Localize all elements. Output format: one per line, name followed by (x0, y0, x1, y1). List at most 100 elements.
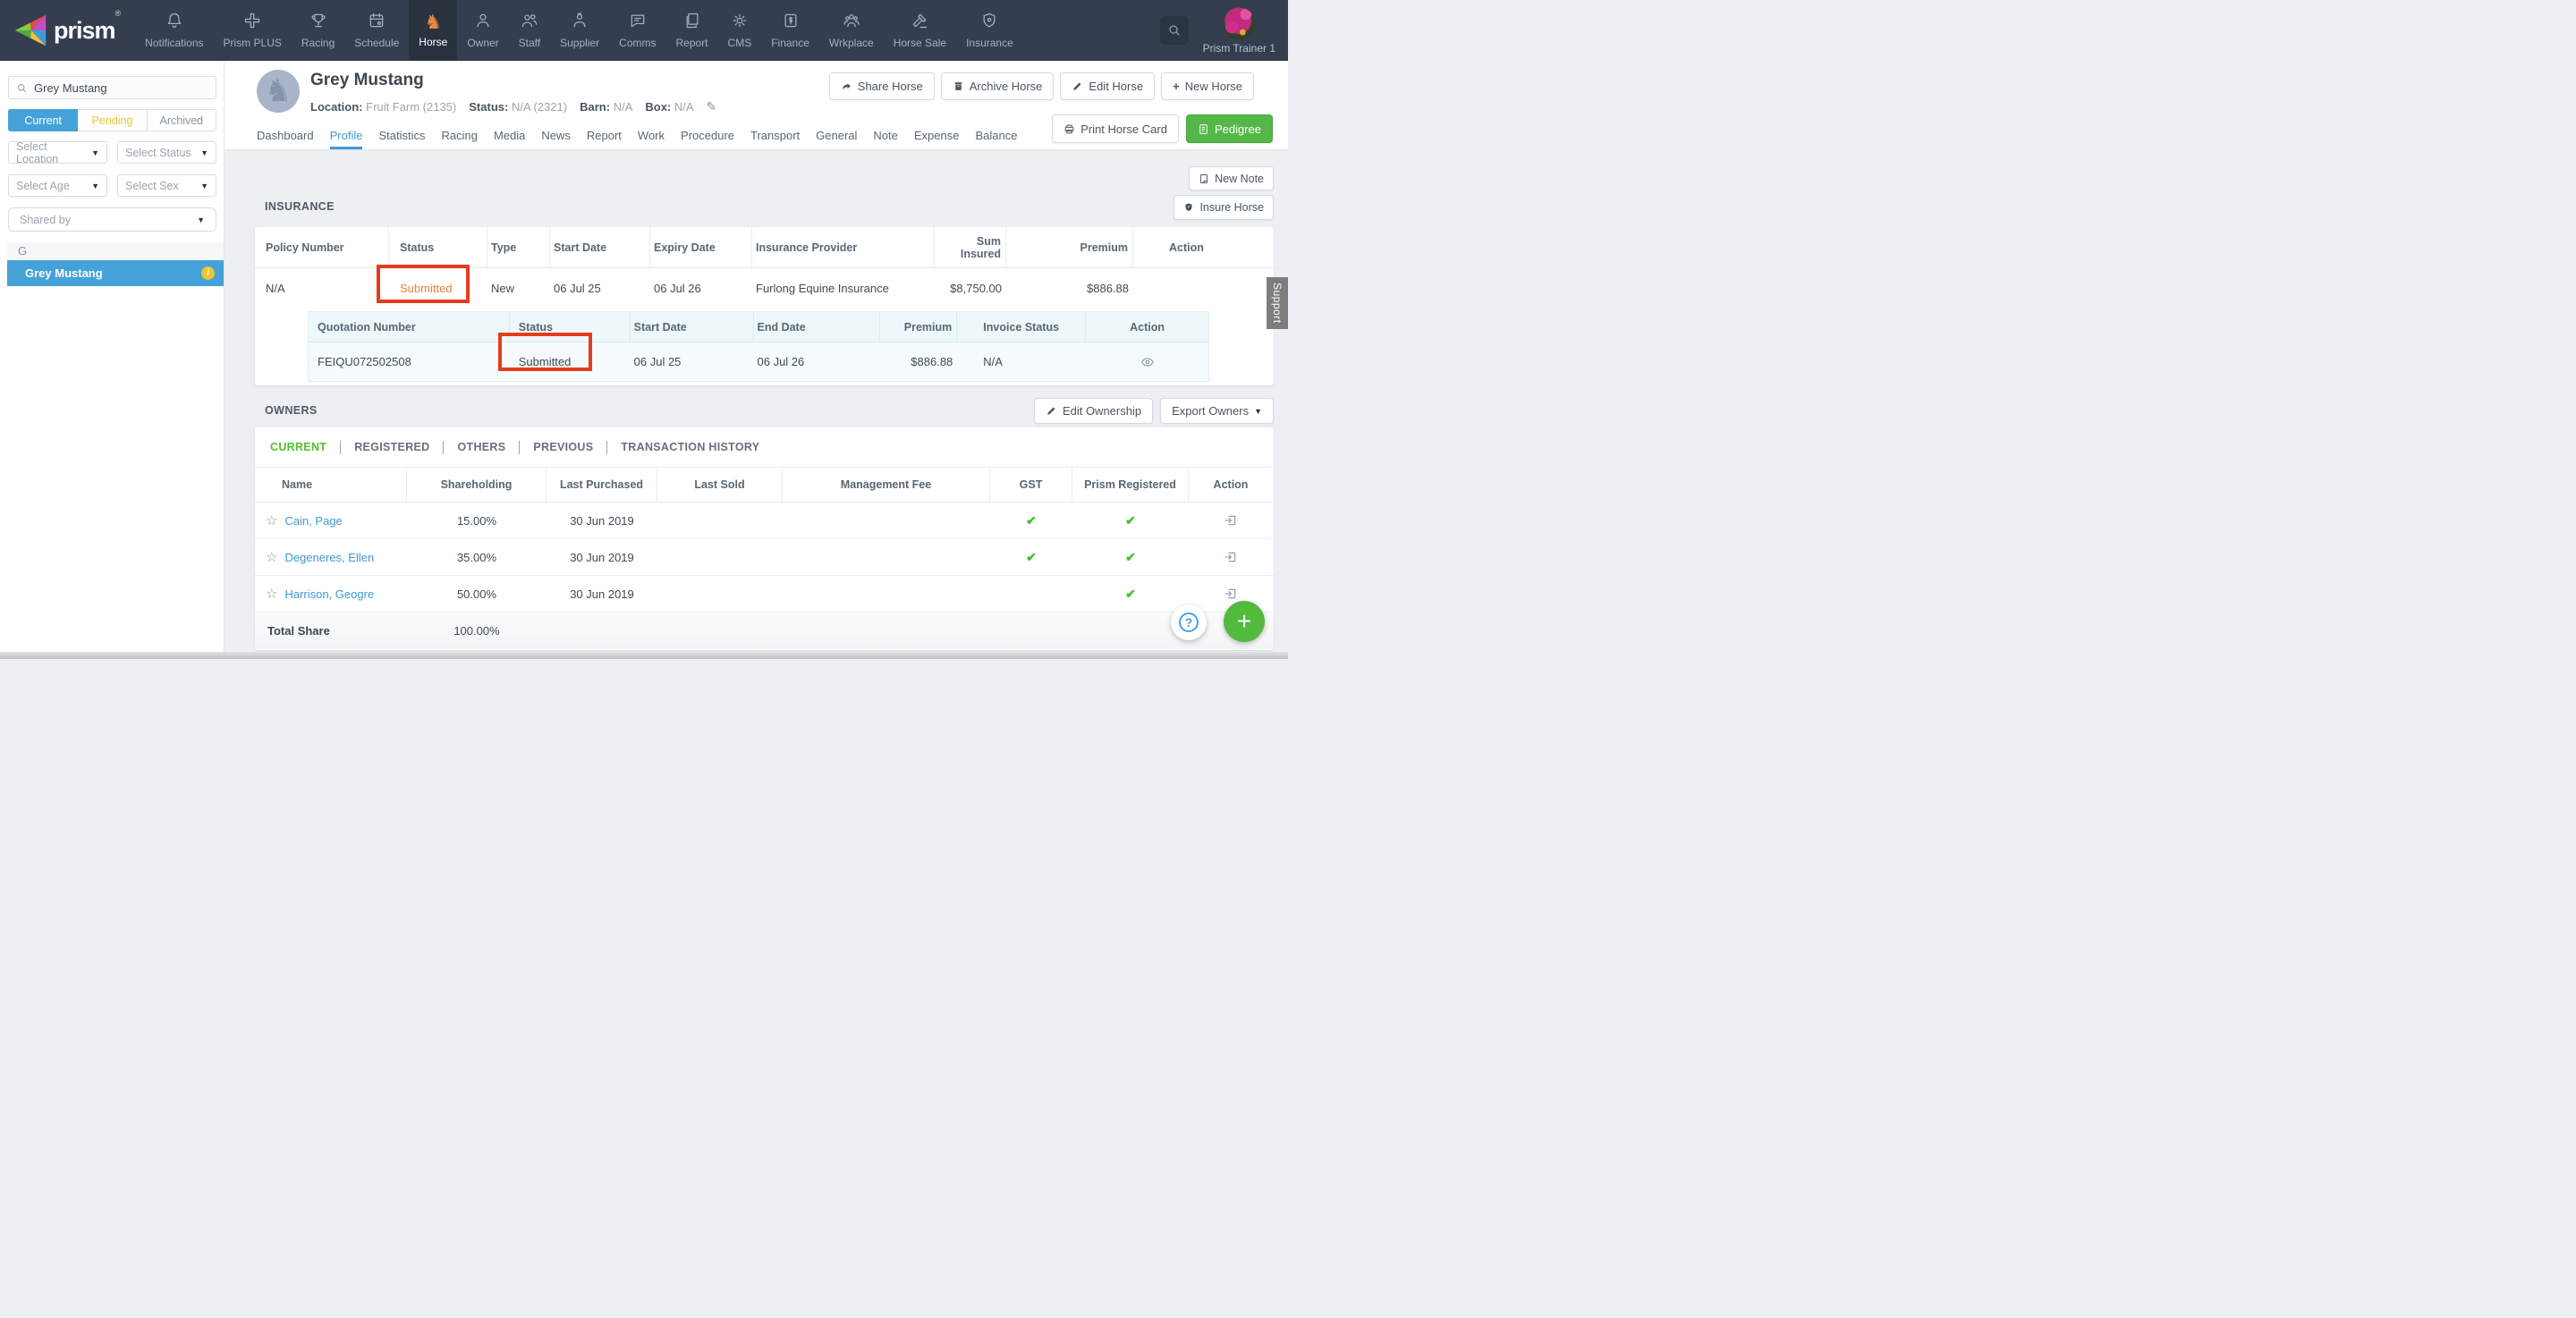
last-purchased-cell: 30 Jun 2019 (570, 513, 634, 528)
tab-separator (340, 440, 342, 454)
pedigree-button[interactable]: Pedigree (1185, 114, 1273, 143)
nav-label: CMS (727, 37, 752, 49)
owners-section-buttons: Edit Ownership Export Owners ▼ (1033, 398, 1274, 424)
nav-item-prism-plus[interactable]: Prism PLUS (214, 0, 292, 61)
quotation-row[interactable]: FEIQU072502508 Submitted 06 Jul 25 06 Ju… (309, 342, 1208, 381)
insurance-policy-row[interactable]: N/A Submitted New 06 Jul 25 06 Jul 26 Fu… (255, 268, 1274, 308)
star-icon[interactable]: ☆ (266, 550, 278, 565)
tab-owners-registered[interactable]: REGISTERED (354, 441, 430, 453)
plus-cross-icon (243, 12, 261, 32)
tab-media[interactable]: Media (493, 129, 526, 142)
global-search-button[interactable] (1159, 16, 1189, 45)
enter-arrow-icon[interactable] (1224, 513, 1238, 528)
tab-balance[interactable]: Balance (975, 129, 1018, 142)
tab-archived[interactable]: Archived (147, 109, 216, 131)
tab-dashboard[interactable]: Dashboard (257, 129, 314, 142)
enter-arrow-icon[interactable] (1224, 550, 1238, 564)
nav-item-racing[interactable]: Racing (292, 0, 344, 61)
share-horse-button[interactable]: Share Horse (828, 72, 935, 100)
horse-filter-tabs: Current Pending Archived (8, 109, 216, 131)
box-value: N/A (674, 100, 694, 114)
nav-label: Insurance (966, 37, 1013, 49)
nav-label: Horse (419, 35, 448, 48)
eye-icon[interactable] (1140, 355, 1155, 369)
tab-profile[interactable]: Profile (322, 123, 371, 149)
tab-work[interactable]: Work (637, 129, 665, 142)
nav-item-staff[interactable]: Staff (509, 0, 550, 61)
nav-item-notifications[interactable]: Notifications (135, 0, 213, 61)
help-fab-button[interactable]: ? (1171, 604, 1207, 640)
add-fab-button[interactable]: + (1224, 601, 1265, 642)
col-quotation-premium: Premium (880, 312, 958, 342)
nav-item-cms[interactable]: CMS (718, 0, 762, 61)
enter-arrow-icon[interactable] (1224, 587, 1238, 601)
edit-location-pencil-icon[interactable]: ✎ (706, 99, 717, 114)
new-horse-button[interactable]: + New Horse (1161, 72, 1254, 100)
tab-owners-current[interactable]: CURRENT (270, 441, 327, 453)
insurance-table-card: Policy Number Status Type Start Date Exp… (255, 227, 1274, 385)
insure-horse-button[interactable]: Insure Horse (1174, 195, 1274, 220)
tab-news[interactable]: News (541, 129, 571, 142)
horse-search-input[interactable] (34, 80, 208, 95)
archive-horse-button[interactable]: Archive Horse (940, 72, 1055, 100)
select-status[interactable]: Select Status ▼ (117, 141, 216, 164)
nav-item-schedule[interactable]: Schedule (344, 0, 409, 61)
tab-pending[interactable]: Pending (78, 109, 148, 131)
nav-item-finance[interactable]: Finance (761, 0, 819, 61)
prism-logo[interactable]: prism® (0, 0, 135, 61)
edit-ownership-button[interactable]: Edit Ownership (1033, 398, 1154, 424)
print-horse-card-button[interactable]: Print Horse Card (1052, 114, 1179, 143)
tab-general[interactable]: General (816, 129, 858, 142)
nav-item-report[interactable]: Report (666, 0, 718, 61)
select-age[interactable]: Select Age ▼ (8, 174, 107, 197)
tab-report[interactable]: Report (586, 129, 622, 142)
last-purchased-cell: 30 Jun 2019 (570, 550, 634, 564)
tab-transport[interactable]: Transport (750, 129, 801, 142)
nav-item-owner[interactable]: Owner (457, 0, 508, 61)
nav-item-horse-sale[interactable]: Horse Sale (884, 0, 956, 61)
user-menu[interactable]: Prism Trainer 1 (1203, 6, 1275, 55)
tab-note[interactable]: Note (873, 129, 898, 142)
horse-avatar[interactable]: ♞ (257, 70, 300, 113)
quotation-table: Quotation Number Status Start Date End D… (308, 311, 1209, 382)
tab-procedure[interactable]: Procedure (681, 129, 735, 142)
support-tab[interactable]: Support (1267, 277, 1288, 329)
nav-label: Comms (619, 37, 657, 49)
owner-row[interactable]: ☆ Cain, Page 15.00% 30 Jun 2019 ✔ ✔ (255, 503, 1274, 539)
edit-horse-button[interactable]: Edit Horse (1060, 72, 1156, 100)
col-action: Action (1169, 241, 1204, 254)
tab-racing[interactable]: Racing (441, 129, 478, 142)
sidebar-item-grey-mustang[interactable]: Grey Mustang i (7, 260, 224, 286)
select-sex[interactable]: Select Sex ▼ (117, 174, 216, 197)
new-note-button[interactable]: New Note (1189, 166, 1274, 190)
printer-icon (1064, 124, 1074, 133)
tab-owners-others[interactable]: OTHERS (457, 441, 506, 453)
tab-current[interactable]: Current (8, 109, 79, 131)
shared-by-select[interactable]: Shared by ▼ (8, 207, 216, 232)
owner-row[interactable]: ☆ Harrison, Geogre 50.00% 30 Jun 2019 ✔ … (255, 576, 1274, 613)
gst-cell: ✔ (990, 576, 1072, 612)
owner-name-link[interactable]: Cain, Page (284, 513, 343, 528)
tab-owners-transaction-history[interactable]: TRANSACTION HISTORY (621, 441, 760, 453)
tab-statistics[interactable]: Statistics (378, 129, 426, 142)
nav-item-horse[interactable]: ♞ Horse (409, 0, 458, 61)
nav-item-supplier[interactable]: Supplier (550, 0, 609, 61)
owner-name-link[interactable]: Harrison, Geogre (284, 587, 375, 601)
owner-row[interactable]: ☆ Degeneres, Ellen 35.00% 30 Jun 2019 ✔ … (255, 539, 1274, 576)
nav-item-insurance[interactable]: Insurance (956, 0, 1023, 61)
col-gst: GST (990, 468, 1072, 502)
pencil-icon (1073, 82, 1081, 90)
col-quotation-number: Quotation Number (309, 312, 510, 342)
owner-name-link[interactable]: Degeneres, Ellen (284, 550, 375, 564)
check-icon: ✔ (1026, 549, 1037, 564)
export-owners-button[interactable]: Export Owners ▼ (1160, 398, 1274, 424)
star-icon[interactable]: ☆ (266, 513, 278, 528)
tab-expense[interactable]: Expense (913, 129, 960, 142)
info-icon[interactable]: i (201, 266, 215, 280)
nav-item-comms[interactable]: Comms (609, 0, 665, 61)
star-icon[interactable]: ☆ (266, 587, 278, 602)
owners-section-title: OWNERS (265, 404, 318, 417)
tab-owners-previous[interactable]: PREVIOUS (533, 441, 594, 453)
nav-item-wrkplace[interactable]: Wrkplace (819, 0, 884, 61)
select-location[interactable]: Select Location ▼ (8, 140, 107, 165)
